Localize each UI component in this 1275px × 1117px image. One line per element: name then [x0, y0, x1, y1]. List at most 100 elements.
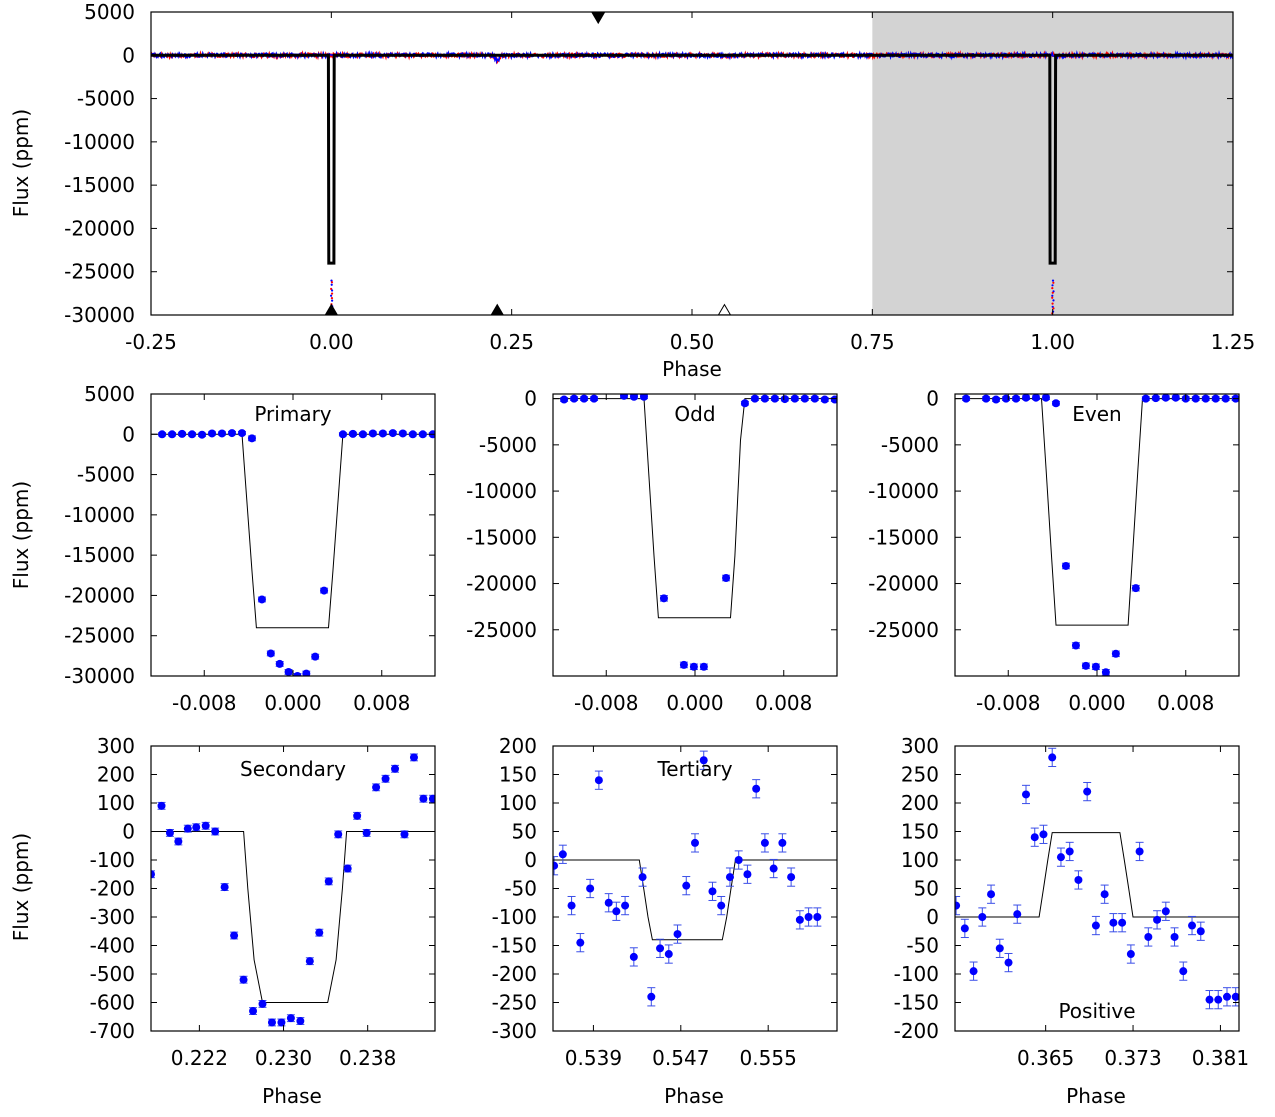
secondary-ytick-label: -300 — [90, 905, 135, 929]
positive-ytick-label: -50 — [906, 934, 939, 958]
secondary-data-point — [419, 794, 428, 803]
positive-ytick-label: -100 — [894, 962, 939, 986]
full-xtick-label: -0.25 — [125, 330, 177, 354]
positive-data-point — [1030, 833, 1039, 842]
primary-xtick-label: 0.000 — [264, 691, 321, 715]
primary-data-point — [302, 669, 311, 676]
even-data-point — [1022, 394, 1030, 402]
secondary-data-point — [324, 877, 333, 886]
tertiary-data-point — [725, 873, 734, 882]
primary-data-point — [247, 434, 256, 443]
positive-xtick-label: 0.373 — [1104, 1046, 1161, 1070]
secondary-data-point — [315, 928, 324, 937]
tertiary-data-point — [656, 944, 665, 953]
primary-data-point — [338, 430, 347, 439]
odd-data-point — [590, 394, 599, 403]
even-data-point — [1161, 394, 1170, 402]
primary-data-point — [168, 430, 177, 439]
tertiary-data-point — [594, 776, 603, 785]
odd-ytick-label: -20000 — [466, 572, 537, 596]
secondary-data-point — [353, 811, 362, 820]
odd-data-point — [820, 395, 829, 404]
even-data-point — [1031, 394, 1040, 402]
bottom-ylabel: Flux (ppm) — [9, 833, 33, 941]
odd-data-point — [580, 394, 589, 403]
odd-data-point — [560, 395, 569, 404]
tertiary-data-point — [553, 861, 559, 870]
primary-data-point — [266, 649, 275, 658]
full-transit-point — [330, 297, 334, 300]
full-transit-point — [1051, 291, 1054, 294]
positive-ytick-label: 0 — [926, 905, 939, 929]
positive-data-point — [1065, 847, 1074, 856]
positive-data-point — [1056, 853, 1065, 862]
even-data-point — [1151, 394, 1160, 403]
primary-ytick-label: -15000 — [64, 543, 135, 567]
even-title: Even — [1072, 402, 1121, 426]
tertiary-ytick-label: 200 — [499, 734, 537, 758]
full-transit-point — [1051, 296, 1054, 299]
even-data-point — [1061, 561, 1070, 570]
primary-data-point — [388, 429, 397, 438]
primary-data-point — [257, 595, 266, 604]
odd-data-point — [770, 394, 779, 403]
secondary-data-point — [174, 837, 183, 846]
positive-xlabel: Phase — [1066, 1084, 1126, 1108]
odd-frame — [552, 393, 838, 677]
odd-data-point — [659, 594, 668, 603]
secondary-panel: 300 200 100 0 -100 -200 -300 -400 -500 -600 -700 0.… — [90, 734, 436, 1070]
secondary-data-point — [220, 883, 229, 892]
even-data-point — [1081, 661, 1090, 670]
tertiary-data-point — [664, 950, 673, 959]
tertiary-data-point — [567, 901, 576, 910]
primary-ytick-label: -5000 — [77, 463, 135, 487]
odd-data-point — [629, 394, 638, 401]
tertiary-data-point — [813, 913, 822, 921]
middle-ylabel: Flux (ppm) — [9, 481, 33, 589]
even-frame — [954, 393, 1240, 677]
positive-data-point — [1126, 950, 1135, 959]
tertiary-data-point — [752, 784, 761, 793]
secondary-ytick-label: -500 — [90, 962, 135, 986]
odd-data-point — [689, 662, 698, 671]
full-ytick-label: -20000 — [64, 216, 135, 240]
tertiary-data-point — [621, 901, 630, 910]
secondary-xlabel: Phase — [262, 1084, 322, 1108]
even-model-line — [955, 398, 1239, 626]
full-transit-point — [1051, 279, 1055, 282]
positive-data-point — [995, 944, 1004, 953]
even-data-point — [1002, 394, 1011, 403]
even-ytick-label: -25000 — [868, 618, 939, 642]
secondary-data-point — [249, 1007, 258, 1016]
even-data-point — [1131, 584, 1140, 593]
primary-plot-area — [151, 429, 435, 676]
full-transit-point — [330, 281, 334, 284]
primary-xtick-label: -0.008 — [172, 691, 236, 715]
positive-data-point — [960, 924, 969, 933]
positive-ytick-label: 100 — [901, 848, 939, 872]
secondary-data-point — [362, 828, 371, 837]
primary-data-point — [358, 430, 367, 439]
tertiary-data-point — [760, 838, 769, 847]
primary-data-point — [237, 429, 246, 438]
positive-ytick-label: 200 — [901, 791, 939, 815]
positive-data-point — [1196, 927, 1205, 936]
even-data-point — [962, 394, 971, 403]
full-xtick-label: 0.25 — [489, 330, 534, 354]
tertiary-data-point — [691, 838, 699, 847]
positive-ytick-label: 300 — [901, 734, 939, 758]
full-xtick-label: 1.00 — [1030, 330, 1075, 354]
odd-data-point — [790, 394, 799, 403]
secondary-ytick-label: -700 — [90, 1019, 135, 1043]
secondary-xtick-label: 0.238 — [339, 1046, 396, 1070]
positive-ytick-label: -200 — [894, 1019, 939, 1043]
full-marker-triangle-down-filled — [591, 12, 606, 25]
primary-ytick-label: -30000 — [64, 664, 135, 688]
secondary-data-point — [400, 830, 409, 839]
tertiary-data-point — [795, 915, 804, 924]
tertiary-panel: 200 150 100 50 0 -50 -100 -150 -200 -250 -300 0.539… — [492, 734, 838, 1070]
positive-data-point — [1118, 918, 1127, 927]
positive-xtick-label: 0.365 — [1017, 1046, 1074, 1070]
secondary-ytick-label: 100 — [97, 791, 135, 815]
primary-data-point — [378, 429, 387, 438]
